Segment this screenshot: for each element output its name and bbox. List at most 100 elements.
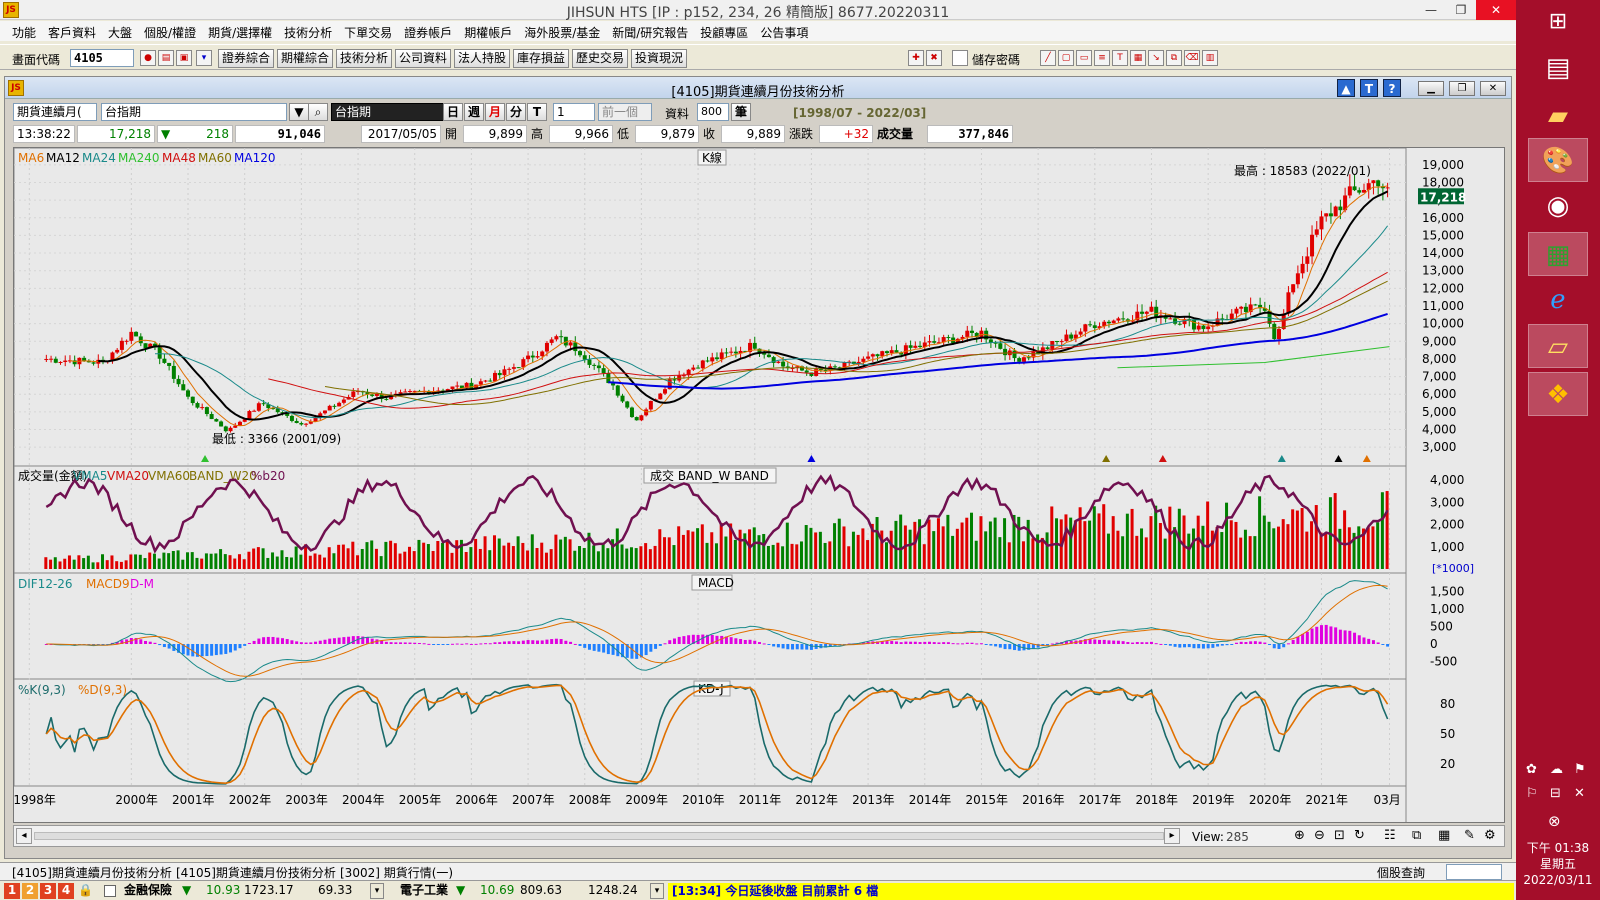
chrome-icon[interactable]: ◉ xyxy=(1546,191,1570,221)
page-1-button[interactable]: 1 xyxy=(4,883,20,899)
period-button-0[interactable]: 日 xyxy=(443,103,463,121)
toolbar-button-4[interactable]: 法人持股 xyxy=(454,49,510,68)
task-view-icon[interactable]: ▤ xyxy=(1545,53,1571,83)
draw-box-icon[interactable]: ▢ xyxy=(1058,50,1074,66)
windows-start-icon[interactable]: ⊞ xyxy=(1548,9,1568,34)
scroll-left-icon[interactable]: ◂ xyxy=(16,828,32,844)
add-icon[interactable]: ✚ xyxy=(908,50,924,66)
technical-chart[interactable]: 1998年 2000年 2001年 2002年 2003年 2004年 2005年 2006年… xyxy=(13,147,1504,822)
draw-line-icon[interactable]: ╱ xyxy=(1040,50,1056,66)
tray-icon-3[interactable]: ⚑ xyxy=(1574,762,1586,777)
menu-item-11[interactable]: 投顧專區 xyxy=(700,26,749,40)
toolbar-button-5[interactable]: 庫存損益 xyxy=(513,49,569,68)
toolbar-button-1[interactable]: 期權綜合 xyxy=(277,49,333,68)
clock-time[interactable]: 下午 01:38 xyxy=(1526,841,1590,855)
period-button-3[interactable]: 分 xyxy=(506,103,526,121)
page-3-button[interactable]: 3 xyxy=(40,883,56,899)
refresh-icon[interactable]: ↻ xyxy=(1354,828,1365,843)
search-icon[interactable]: ● xyxy=(140,50,156,66)
draw-rect-icon[interactable]: ▭ xyxy=(1076,50,1092,66)
page-2-button[interactable]: 2 xyxy=(22,883,38,899)
menu-item-9[interactable]: 海外股票/基金 xyxy=(524,26,601,40)
tab-4105-b[interactable]: [4105]期貨連續月份技術分析 xyxy=(176,866,336,880)
stock-query-input[interactable] xyxy=(1446,864,1502,880)
toolbar-button-0[interactable]: 證券綜合 xyxy=(218,49,274,68)
chart-area[interactable]: 1998年 2000年 2001年 2002年 2003年 2004年 2005年 2006年… xyxy=(13,147,1505,823)
magnifier-icon[interactable]: ⌕ xyxy=(308,103,328,121)
period-button-4[interactable]: T xyxy=(527,103,547,121)
sticky-notes-icon[interactable]: ▱ xyxy=(1528,324,1588,368)
lock-icon[interactable]: 🔒 xyxy=(78,883,93,897)
zoom-out-icon[interactable]: ⊖ xyxy=(1314,828,1325,843)
data-count-input[interactable]: 800 xyxy=(697,103,729,121)
remove-icon[interactable]: ✖ xyxy=(926,50,942,66)
pen-icon[interactable]: ✎ xyxy=(1464,828,1475,843)
minimize-button[interactable]: — xyxy=(1425,3,1437,17)
window-icon[interactable]: ▣ xyxy=(176,50,192,66)
tray-icon-1[interactable]: ✿ xyxy=(1526,762,1537,777)
dropdown-arrow-icon[interactable]: ▼ xyxy=(289,103,309,121)
ie-icon[interactable]: ℯ xyxy=(1550,285,1566,315)
maximize-button[interactable]: ❐ xyxy=(1455,3,1467,17)
text-icon[interactable]: T xyxy=(1360,79,1378,97)
menu-item-5[interactable]: 技術分析 xyxy=(284,26,333,40)
notification-icon[interactable]: ⊗ xyxy=(1548,812,1561,830)
calendar-icon[interactable]: ▦ xyxy=(1438,828,1451,843)
tab-4105-a[interactable]: [4105]期貨連續月份技術分析 xyxy=(12,866,172,880)
tray-icon-4[interactable]: ⚐ xyxy=(1526,786,1538,801)
clock-weekday[interactable]: 星期五 xyxy=(1539,857,1576,871)
help-icon[interactable]: ? xyxy=(1383,79,1401,97)
draw-copy-icon[interactable]: ⧉ xyxy=(1166,50,1182,66)
sector2-dropdown-icon[interactable]: ▾ xyxy=(650,883,664,899)
status-checkbox[interactable] xyxy=(104,885,116,897)
menu-item-7[interactable]: 證券帳戶 xyxy=(404,26,453,40)
menu-item-6[interactable]: 下單交易 xyxy=(344,26,393,40)
toolbar-button-7[interactable]: 投資現況 xyxy=(631,49,687,68)
paint-icon[interactable]: 🎨 xyxy=(1528,138,1588,182)
draw-arrow-icon[interactable]: ↘ xyxy=(1148,50,1164,66)
interval-select[interactable]: 1 xyxy=(553,103,595,121)
menu-item-2[interactable]: 大盤 xyxy=(108,26,133,40)
news-ticker[interactable]: [13:34] 今日延後收盤 目前累計 6 檔 xyxy=(668,883,1514,900)
menu-item-8[interactable]: 期權帳戶 xyxy=(464,26,513,40)
network-icon[interactable]: ⊟ xyxy=(1550,786,1561,801)
volume-mute-icon[interactable]: ✕ xyxy=(1574,786,1585,801)
menu-item-1[interactable]: 客戶資料 xyxy=(48,26,97,40)
menu-item-12[interactable]: 公告事項 xyxy=(760,26,809,40)
symbol-select[interactable]: 台指期 xyxy=(101,103,287,121)
mode-select[interactable]: 期貨連續月( xyxy=(13,103,97,121)
excel-icon[interactable]: ▦ xyxy=(1528,232,1588,276)
page-4-button[interactable]: 4 xyxy=(58,883,74,899)
draw-grid-icon[interactable]: ▦ xyxy=(1130,50,1146,66)
toolbar-button-6[interactable]: 歷史交易 xyxy=(572,49,628,68)
menu-item-4[interactable]: 期貨/選擇權 xyxy=(208,26,273,40)
scroll-right-icon[interactable]: ▸ xyxy=(1164,828,1180,844)
settings-chart-icon[interactable]: ☷ xyxy=(1384,828,1396,843)
fit-icon[interactable]: ⊡ xyxy=(1334,828,1345,843)
cloud-icon[interactable]: ☁ xyxy=(1550,762,1563,777)
close-button[interactable]: ✕ xyxy=(1476,0,1516,20)
doc-minimize-button[interactable]: ▁ xyxy=(1418,81,1444,96)
menu-item-3[interactable]: 個股/權證 xyxy=(144,26,197,40)
menu-item-0[interactable]: 功能 xyxy=(12,26,37,40)
file-explorer-icon[interactable]: ▰ xyxy=(1548,101,1568,131)
zoom-in-icon[interactable]: ⊕ xyxy=(1294,828,1305,843)
data-unit-button[interactable]: 筆 xyxy=(731,103,751,121)
draw-text-icon[interactable]: T xyxy=(1112,50,1128,66)
copy-icon[interactable]: ⧉ xyxy=(1412,828,1422,843)
menu-item-10[interactable]: 新聞/研究報告 xyxy=(612,26,689,40)
period-button-1[interactable]: 週 xyxy=(464,103,484,121)
gear-icon[interactable]: ⚙ xyxy=(1484,828,1496,843)
move-up-icon[interactable]: ▲ xyxy=(1337,79,1355,97)
sector-dropdown-icon[interactable]: ▾ xyxy=(370,883,384,899)
dropdown-icon[interactable]: ▾ xyxy=(196,50,212,66)
draw-clear-icon[interactable]: ▥ xyxy=(1202,50,1218,66)
doc-restore-button[interactable]: ❐ xyxy=(1449,81,1475,96)
doc-close-button[interactable]: ✕ xyxy=(1480,81,1506,96)
save-password-checkbox[interactable] xyxy=(952,50,968,66)
prev-button[interactable]: 前一個 xyxy=(598,103,652,121)
period-button-2[interactable]: 月 xyxy=(485,103,505,121)
toolbar-button-2[interactable]: 技術分析 xyxy=(336,49,392,68)
draw-delete-icon[interactable]: ⌫ xyxy=(1184,50,1200,66)
screen-code-input[interactable]: 4105 xyxy=(70,49,134,67)
